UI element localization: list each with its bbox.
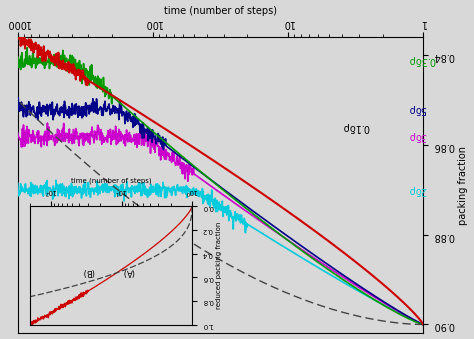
X-axis label: time (number of steps): time (number of steps) [164, 5, 277, 16]
Text: 0.3δρ: 0.3δρ [408, 55, 435, 65]
Text: 3δρ: 3δρ [408, 131, 426, 141]
Text: 5δρ: 5δρ [408, 104, 426, 114]
Text: 2δρ: 2δρ [408, 185, 426, 195]
Y-axis label: packing fraction: packing fraction [458, 146, 468, 225]
Text: 0.1δρ: 0.1δρ [342, 122, 369, 132]
